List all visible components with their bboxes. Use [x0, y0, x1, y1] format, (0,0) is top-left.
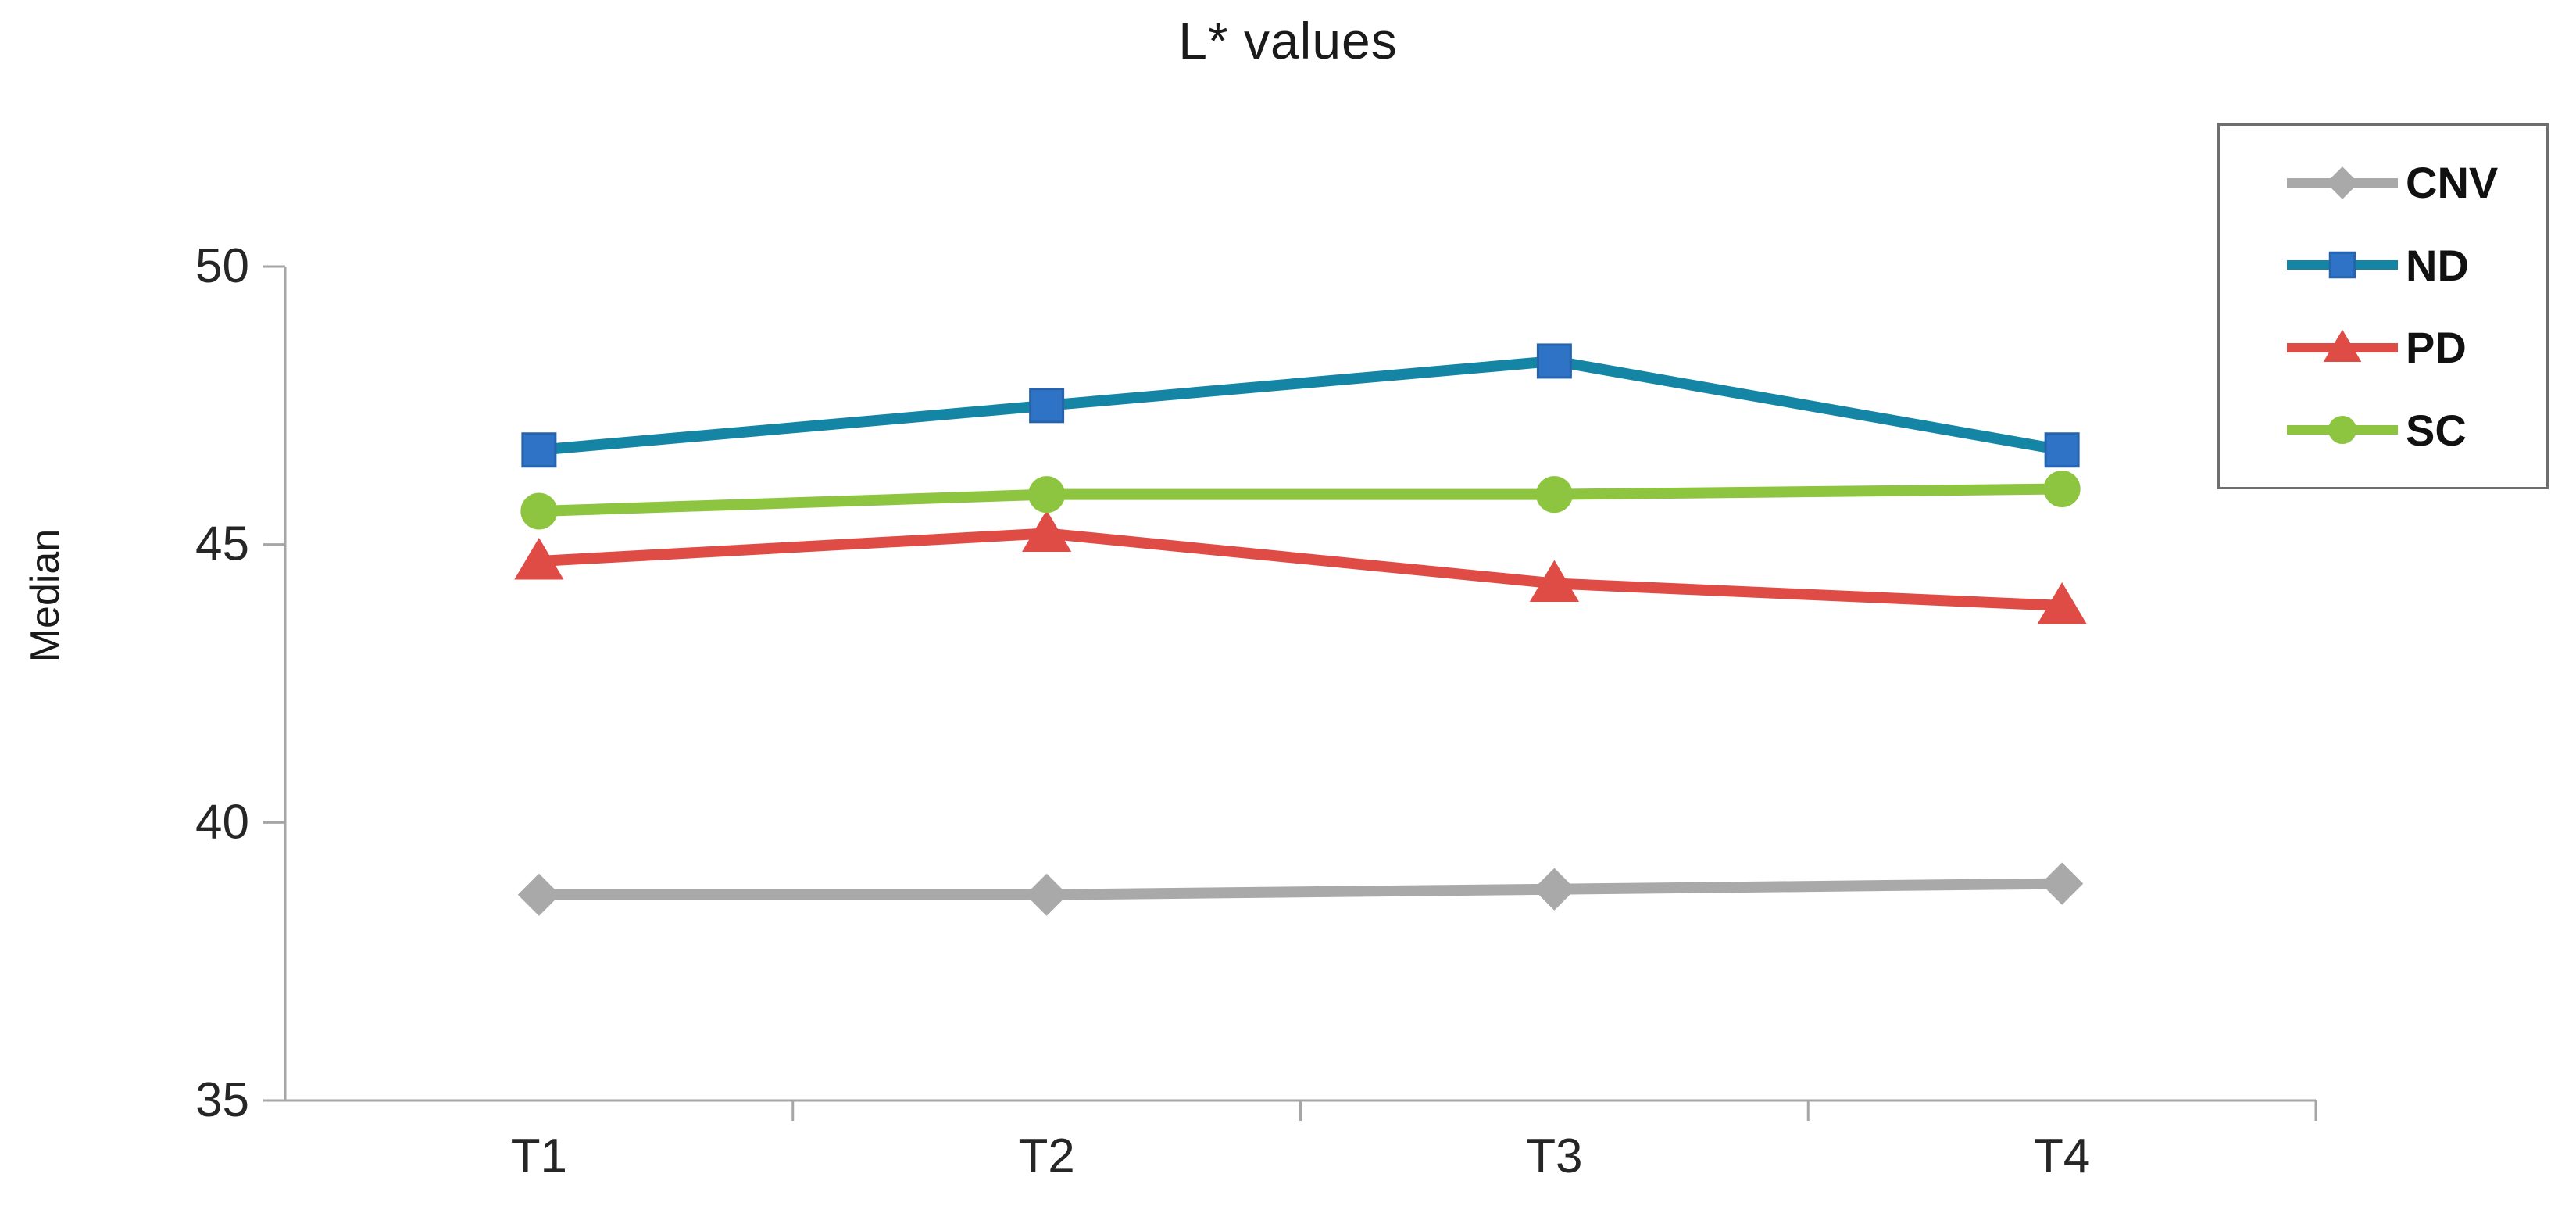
series-point-cnv: [2326, 166, 2359, 199]
legend-label: PD: [2406, 323, 2467, 373]
legend-item-sc: SC: [2284, 405, 2546, 456]
legend: CNV ND PD SC: [2217, 123, 2549, 489]
series-line-sc: [538, 483, 2063, 517]
legend-diamond-icon: [2287, 166, 2398, 199]
series-point-pd: [2323, 329, 2362, 362]
series-point-nd: [1536, 343, 1572, 379]
series-point-cnv: [517, 873, 560, 916]
series-point-nd: [1029, 388, 1065, 424]
series-point-nd: [2328, 252, 2356, 279]
series-point-sc: [1535, 476, 1573, 514]
y-tick-label: 50: [195, 239, 249, 293]
series-point-pd: [1529, 560, 1580, 602]
legend-item-nd: ND: [2284, 240, 2546, 291]
series-point-sc: [520, 492, 558, 530]
series-point-cnv: [2041, 862, 2084, 905]
legend-circle-icon: [2287, 416, 2398, 445]
y-tick-label: 45: [195, 517, 249, 571]
legend-label: ND: [2406, 240, 2469, 290]
x-tick-label: T1: [511, 1129, 567, 1183]
legend-item-pd: PD: [2284, 322, 2546, 373]
series-point-nd: [2044, 432, 2080, 468]
series-line-cnv: [538, 878, 2063, 900]
series-line-pd: [538, 528, 2063, 611]
series-point-pd: [1021, 510, 1072, 552]
series-point-pd: [2037, 582, 2087, 624]
y-tick-label: 40: [195, 795, 249, 849]
x-tick-label: T2: [1018, 1129, 1074, 1183]
series-line-nd: [538, 355, 2063, 456]
legend-item-cnv: CNV: [2284, 157, 2546, 208]
legend-triangle-icon: [2287, 329, 2398, 362]
series-point-sc: [2328, 416, 2356, 445]
series-point-nd: [521, 432, 557, 468]
legend-label: CNV: [2406, 158, 2499, 208]
x-tick-label: T4: [2034, 1129, 2090, 1183]
legend-square-icon: [2287, 252, 2398, 279]
series-point-cnv: [1025, 873, 1068, 916]
series-point-pd: [514, 538, 564, 580]
series-point-sc: [1028, 476, 1066, 514]
x-tick-label: T3: [1526, 1129, 1582, 1183]
series-point-cnv: [1533, 868, 1576, 911]
chart-title: L* values: [1178, 12, 1398, 70]
legend-label: SC: [2406, 405, 2467, 455]
y-tick-label: 35: [195, 1073, 249, 1127]
series-point-sc: [2043, 471, 2081, 508]
